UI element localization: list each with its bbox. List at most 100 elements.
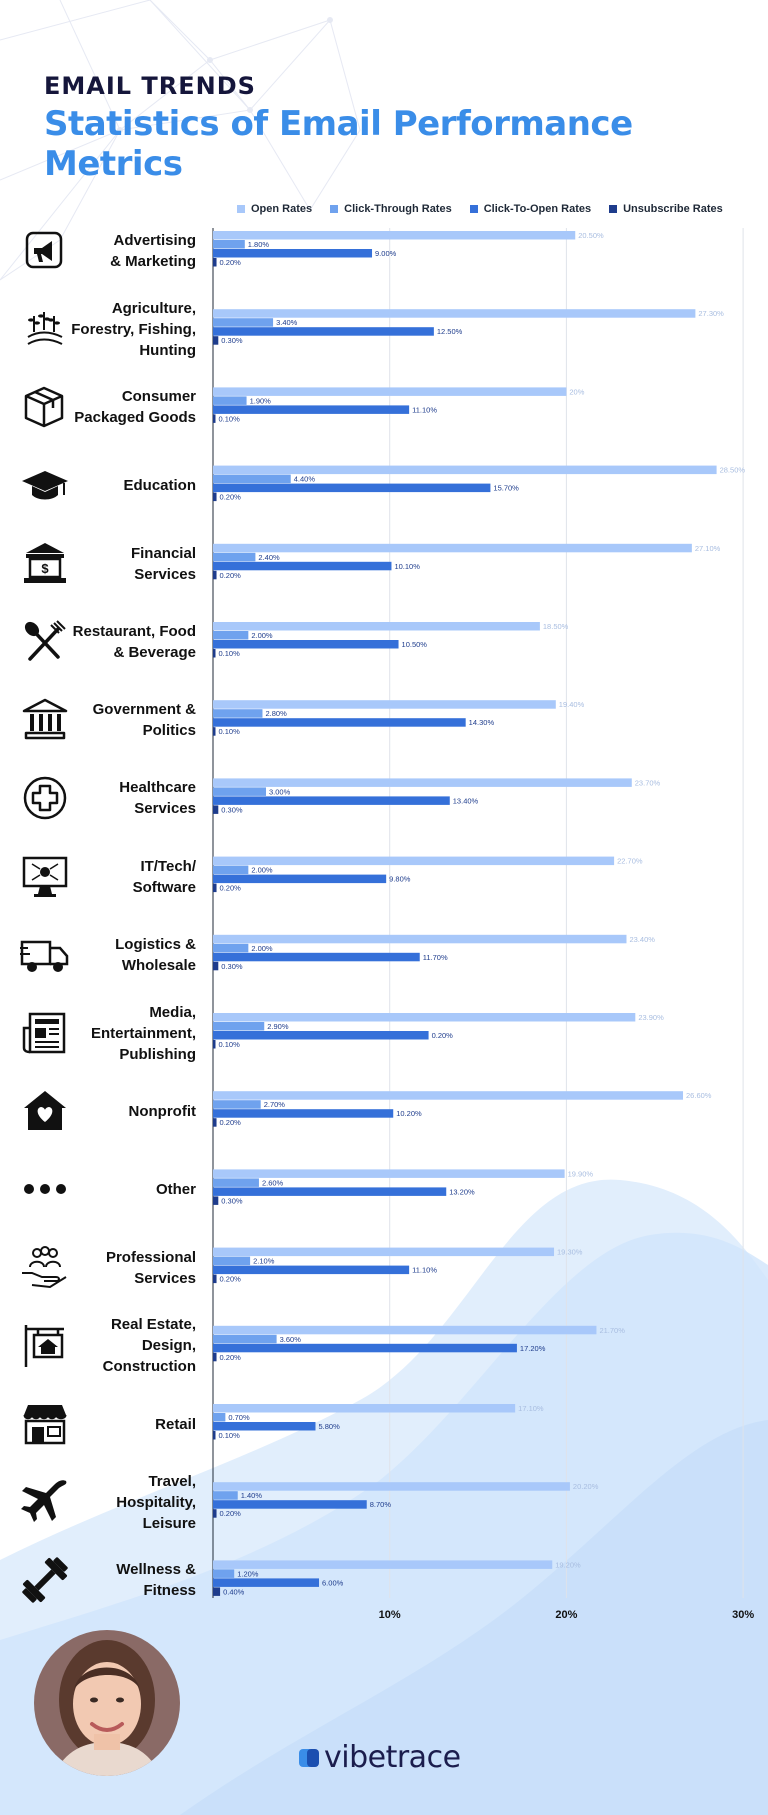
bar (213, 943, 249, 953)
bar-value-label: 22.70% (617, 857, 643, 866)
x-tick-label: 20% (555, 1609, 577, 1621)
bar-value-label: 19.90% (568, 1169, 594, 1178)
bar-value-label: 0.10% (219, 1040, 241, 1049)
bar-value-label: 21.70% (599, 1326, 625, 1335)
category-label-line: Professional (105, 1248, 196, 1266)
bar-value-label: 0.10% (219, 1431, 241, 1440)
bar (213, 231, 576, 240)
dumbbell-icon (20, 1555, 70, 1605)
bar (213, 1109, 394, 1118)
bar-value-label: 2.70% (264, 1100, 286, 1109)
category-label-line: Nonprofit (128, 1102, 196, 1120)
category-row: Agriculture, Forestry, Fishing, Hunting (0, 289, 210, 369)
category-row: Other (0, 1149, 210, 1229)
bar (213, 414, 216, 423)
legend-swatch (330, 205, 339, 213)
category-label-line: Construction (102, 1358, 196, 1376)
category-label-line: Wellness & (116, 1561, 196, 1579)
bar-value-label: 10.50% (402, 640, 428, 649)
category-label: Nonprofit (56, 1101, 196, 1122)
bar (213, 387, 567, 396)
bar (213, 309, 696, 318)
bar (213, 961, 219, 971)
bar (213, 570, 217, 580)
bar-value-label: 9.80% (389, 875, 411, 884)
category-row: Retail (0, 1384, 210, 1464)
category-label-line: Consumer (121, 388, 196, 406)
bar-value-label: 28.50% (720, 466, 746, 475)
newspaper-icon (20, 1008, 70, 1058)
category-row: Nonprofit (0, 1071, 210, 1151)
category-label-line: Education (123, 477, 196, 495)
legend-item: Click-Through Rates (330, 203, 452, 215)
bar (213, 787, 267, 796)
government-building-icon (20, 695, 70, 745)
bar (213, 258, 217, 267)
category-label-line: Services (134, 800, 196, 818)
bar (213, 1178, 259, 1187)
bar-value-label: 23.90% (638, 1013, 664, 1022)
bar (213, 700, 556, 709)
bar-value-label: 14.30% (469, 718, 495, 727)
bar-value-label: 10.20% (396, 1109, 422, 1118)
bar-value-label: 2.10% (253, 1257, 275, 1266)
package-icon (20, 382, 70, 432)
category-row: Media, Entertainment, Publishing (0, 993, 210, 1073)
bar-value-label: 27.10% (695, 544, 721, 553)
bar (213, 1040, 216, 1049)
bar-value-label: 2.90% (267, 1022, 289, 1031)
bar (213, 396, 247, 405)
bar-value-label: 23.70% (635, 778, 661, 787)
bar (213, 1187, 447, 1196)
bar (213, 727, 216, 736)
bar-value-label: 27.30% (698, 309, 724, 318)
bar (213, 856, 615, 866)
bar-value-label: 11.10% (412, 1266, 437, 1275)
category-label-line: Advertising (113, 232, 196, 249)
category-label-line: Other (155, 1180, 196, 1198)
bar (213, 1578, 320, 1587)
category-row: Logistics & Wholesale (0, 915, 210, 995)
bar (213, 1560, 553, 1569)
brand-logo: vibetrace (298, 1740, 461, 1775)
category-row: Restaurant, Food & Beverage (0, 602, 210, 682)
bar (213, 483, 491, 493)
delivery-truck-icon (20, 930, 70, 980)
bar-value-label: 15.70% (493, 484, 519, 493)
category-label: Advertising & Marketing (56, 230, 196, 272)
bar-chart: 10% 20% 30% 20.50% 1.80% 9.00% 0.20% 27.30% 3.40… (212, 228, 754, 1621)
legend-label: Click-Through Rates (344, 203, 452, 215)
category-row: Government & Politics (0, 680, 210, 760)
bar-value-label: 8.70% (370, 1500, 392, 1509)
category-label: Other (56, 1179, 196, 1200)
bar (213, 1404, 516, 1413)
category-label: Logistics & Wholesale (56, 934, 196, 976)
category-label-line: IT/Tech/ (140, 857, 196, 875)
bar-value-label: 2.00% (251, 631, 273, 640)
bar (213, 1022, 265, 1031)
bar (213, 336, 219, 345)
bar-value-label: 0.30% (221, 805, 243, 814)
storefront-icon (20, 1399, 70, 1449)
bar (213, 1343, 517, 1353)
people-hand-icon (20, 1243, 70, 1293)
bar (213, 952, 420, 962)
bar (213, 318, 274, 327)
category-label: Consumer Packaged Goods (56, 386, 196, 428)
category-row: Education (0, 446, 210, 526)
bar (213, 543, 692, 553)
chart-legend: Open Rates Click-Through Rates Click-To-Op… (237, 203, 741, 215)
dots-icon (20, 1164, 70, 1214)
bar-value-label: 20.20% (573, 1482, 599, 1491)
bar-value-label: 0.30% (221, 1196, 243, 1205)
legend-item: Unsubscribe Rates (609, 203, 723, 215)
bar-value-label: 23.40% (629, 935, 655, 944)
avatar (34, 1630, 180, 1776)
bar (213, 883, 217, 893)
bar-value-label: 18.50% (543, 622, 569, 631)
category-label-line: Hospitality, (116, 1493, 196, 1511)
bar-value-label: 5.80% (318, 1422, 340, 1431)
bar-value-label: 2.00% (251, 866, 273, 875)
category-label: Financial Services (56, 543, 196, 585)
